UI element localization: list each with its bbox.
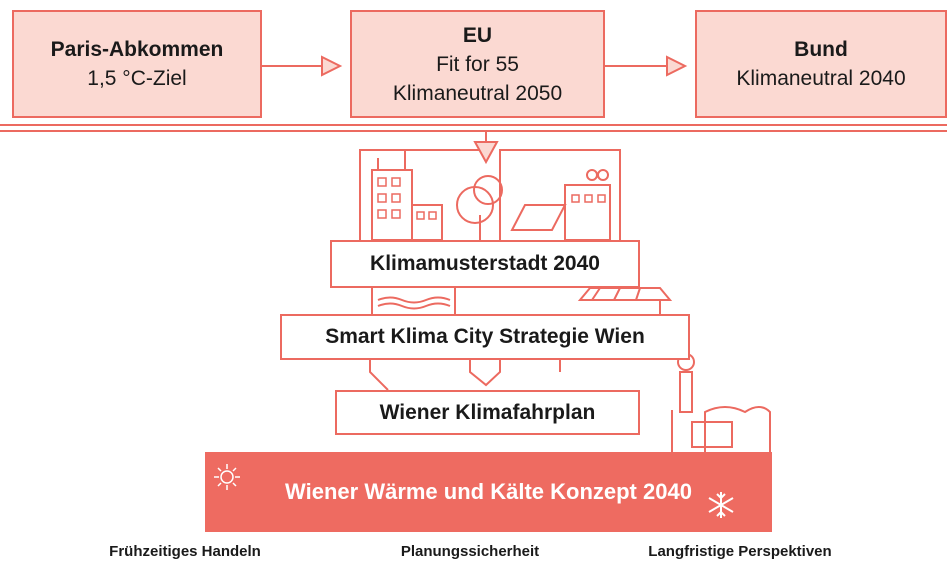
footer-label: Langfristige Perspektiven [600,543,880,560]
level-box: Wiener Klimafahrplan [335,390,640,435]
box-line: 1,5 °C-Ziel [87,64,186,93]
banner-title: Wiener Wärme und Kälte Konzept 2040 [285,475,692,509]
page: Paris-Abkommen 1,5 °C-Ziel EU Fit for 55… [0,0,947,570]
snow-icon [706,490,736,520]
box-line: Klimaneutral 2040 [736,64,905,93]
top-box: EU Fit for 55 Klimaneutral 2050 [350,10,605,118]
box-title: EU [463,21,492,50]
top-box: Paris-Abkommen 1,5 °C-Ziel [12,10,262,118]
level-box: Smart Klima City Strategie Wien [280,314,690,360]
footer-label: Planungssicherheit [330,543,610,560]
top-box: Bund Klimaneutral 2040 [695,10,947,118]
sun-icon [212,462,242,492]
box-line: Fit for 55 [436,50,519,79]
box-line: Klimaneutral 2050 [393,79,562,108]
box-title: Bund [794,35,848,64]
level-box: Klimamusterstadt 2040 [330,240,640,288]
banner: Wiener Wärme und Kälte Konzept 2040 [205,452,772,532]
box-title: Paris-Abkommen [51,35,224,64]
footer-label: Frühzeitiges Handeln [45,543,325,560]
